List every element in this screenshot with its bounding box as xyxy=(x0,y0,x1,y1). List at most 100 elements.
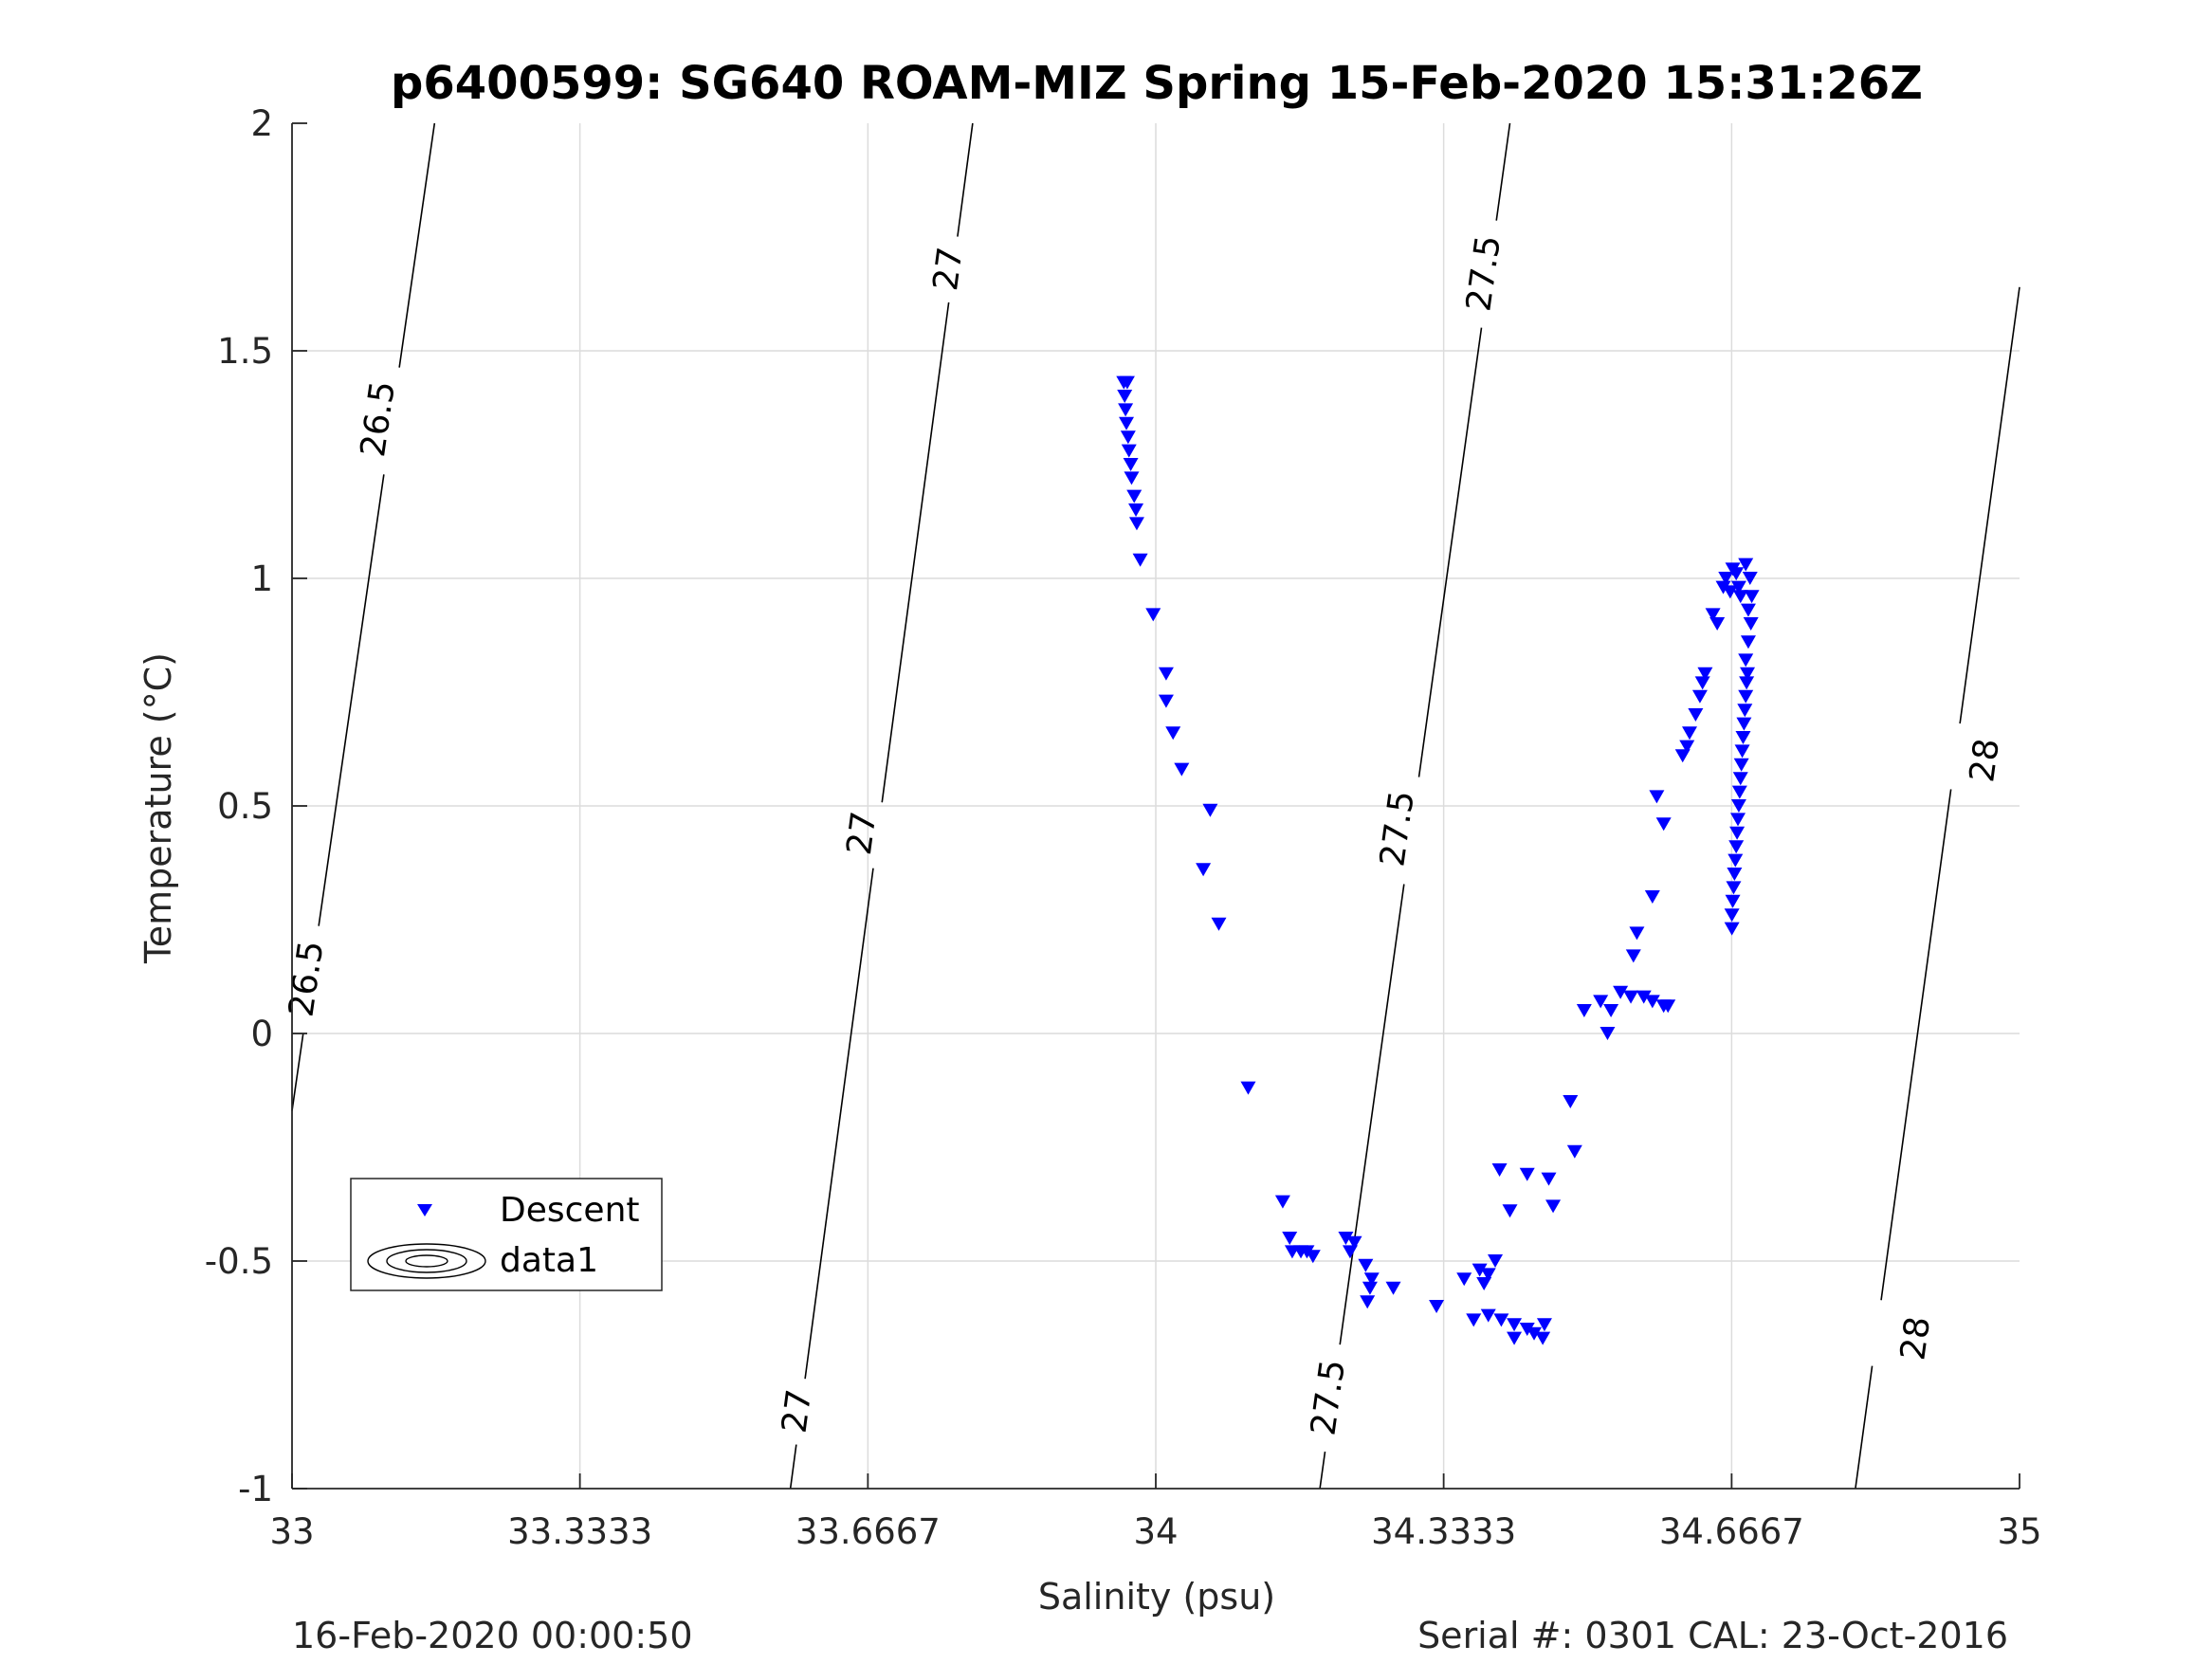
descent-point xyxy=(1196,863,1212,877)
descent-point xyxy=(1502,1204,1518,1218)
descent-point xyxy=(1202,803,1218,817)
descent-point xyxy=(1118,403,1134,417)
isopycnal-line xyxy=(804,868,874,1380)
isopycnal-line xyxy=(881,302,950,803)
isopycnal-line xyxy=(1855,1365,1874,1490)
y-tick-label: -0.5 xyxy=(205,1241,273,1282)
descent-point xyxy=(1636,990,1652,1004)
descent-point xyxy=(1535,1331,1551,1345)
descent-point xyxy=(1728,853,1744,868)
descent-point xyxy=(1709,617,1726,631)
descent-point xyxy=(1739,676,1755,690)
descent-point xyxy=(1603,1004,1619,1017)
x-tick-label: 35 xyxy=(1997,1511,2041,1552)
descent-point xyxy=(1305,1250,1321,1264)
descent-point xyxy=(1740,667,1756,681)
y-tick-label: 2 xyxy=(250,103,273,144)
descent-point xyxy=(1730,580,1746,594)
descent-point xyxy=(1718,572,1734,585)
isopycnal-line xyxy=(1417,327,1483,777)
isopycnal-line xyxy=(957,122,974,237)
x-tick-label: 33 xyxy=(269,1511,314,1552)
descent-point xyxy=(1119,375,1135,390)
legend-contour-icon xyxy=(367,1243,486,1279)
x-tick-label: 33.6667 xyxy=(795,1511,941,1552)
descent-point xyxy=(1744,590,1760,604)
descent-point xyxy=(1576,1004,1592,1017)
isopycnal-label: 27 xyxy=(926,245,971,293)
descent-point xyxy=(1649,790,1665,804)
descent-point xyxy=(1456,1272,1472,1287)
descent-point xyxy=(1119,416,1135,430)
descent-point xyxy=(1519,1323,1535,1336)
y-tick-label: 0 xyxy=(250,1014,273,1054)
isopycnal-line xyxy=(1339,884,1405,1345)
descent-point xyxy=(1738,689,1754,704)
descent-point xyxy=(1363,1272,1380,1287)
y-tick-label: -1 xyxy=(238,1469,273,1509)
descent-point xyxy=(1736,717,1752,731)
descent-point xyxy=(1507,1331,1523,1345)
descent-point xyxy=(1694,676,1710,690)
legend-data1-label: data1 xyxy=(500,1241,598,1280)
descent-point xyxy=(1158,694,1174,708)
descent-point xyxy=(1165,726,1181,741)
descent-point xyxy=(1491,1163,1508,1177)
descent-point xyxy=(1563,1095,1579,1108)
legend-descent-label: Descent xyxy=(500,1191,640,1230)
legend-box xyxy=(350,1178,663,1291)
descent-point xyxy=(1488,1254,1504,1268)
descent-point xyxy=(1728,840,1745,854)
isopycnal-line xyxy=(789,1444,797,1490)
descent-point xyxy=(1593,995,1609,1009)
isopycnal-line xyxy=(318,474,385,926)
descent-point xyxy=(1240,1081,1256,1095)
isopycnal-line xyxy=(1959,286,2020,724)
point-layer xyxy=(1116,375,1760,1345)
descent-point xyxy=(1728,567,1745,581)
descent-point xyxy=(1724,922,1740,936)
descent-point xyxy=(1346,1235,1362,1250)
descent-point xyxy=(1145,608,1161,622)
isopycnal-line xyxy=(398,122,436,368)
isopycnal-line xyxy=(1880,789,1952,1301)
descent-point xyxy=(1740,603,1756,617)
isopycnal-label: 27 xyxy=(776,1387,820,1435)
descent-point xyxy=(1644,890,1660,904)
descent-point xyxy=(1507,1318,1523,1332)
descent-point xyxy=(1655,999,1672,1014)
descent-point xyxy=(1688,708,1704,722)
descent-point xyxy=(1360,1295,1376,1309)
descent-point xyxy=(1519,1167,1535,1181)
isopycnal-label: 28 xyxy=(1893,1314,1938,1362)
descent-point xyxy=(1674,749,1691,763)
descent-point xyxy=(1338,1232,1354,1245)
descent-point xyxy=(1697,667,1713,681)
descent-point xyxy=(1526,1326,1543,1341)
isopycnal-line xyxy=(291,1033,304,1111)
descent-point xyxy=(1128,517,1144,531)
descent-point xyxy=(1743,617,1759,631)
descent-point xyxy=(1121,444,1137,458)
descent-point xyxy=(1730,799,1746,813)
descent-point xyxy=(1730,813,1746,827)
descent-point xyxy=(1732,590,1748,604)
isopycnal-line xyxy=(1319,1451,1326,1490)
y-tick-label: 1 xyxy=(250,558,273,599)
footer-date: 16-Feb-2020 00:00:50 xyxy=(292,1615,693,1656)
descent-point xyxy=(1342,1245,1358,1259)
descent-point xyxy=(1629,926,1645,941)
descent-point xyxy=(1124,471,1140,485)
descent-point xyxy=(1466,1313,1482,1327)
y-tick-label: 1.5 xyxy=(217,331,273,372)
descent-point xyxy=(1644,995,1660,1009)
x-tick-label: 34.3333 xyxy=(1371,1511,1516,1552)
descent-point xyxy=(1120,430,1136,445)
descent-point xyxy=(1737,704,1753,718)
descent-point xyxy=(1613,985,1629,999)
descent-point xyxy=(1566,1144,1582,1159)
descent-point xyxy=(1705,608,1721,622)
descent-point xyxy=(1123,458,1139,471)
